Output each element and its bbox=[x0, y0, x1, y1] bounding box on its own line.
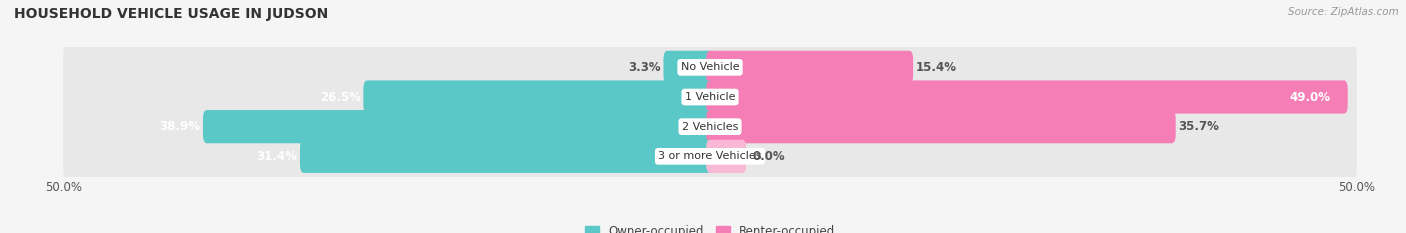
FancyBboxPatch shape bbox=[706, 51, 912, 84]
Text: 15.4%: 15.4% bbox=[915, 61, 956, 74]
FancyBboxPatch shape bbox=[63, 70, 1357, 124]
Text: 49.0%: 49.0% bbox=[1289, 90, 1331, 103]
FancyBboxPatch shape bbox=[63, 100, 1357, 154]
Text: No Vehicle: No Vehicle bbox=[681, 62, 740, 72]
Text: 0.0%: 0.0% bbox=[752, 150, 786, 163]
FancyBboxPatch shape bbox=[664, 51, 714, 84]
Text: 26.5%: 26.5% bbox=[319, 90, 361, 103]
FancyBboxPatch shape bbox=[63, 129, 1357, 183]
Text: 31.4%: 31.4% bbox=[256, 150, 298, 163]
Text: HOUSEHOLD VEHICLE USAGE IN JUDSON: HOUSEHOLD VEHICLE USAGE IN JUDSON bbox=[14, 7, 329, 21]
FancyBboxPatch shape bbox=[706, 110, 1175, 143]
Text: 3 or more Vehicles: 3 or more Vehicles bbox=[658, 151, 762, 161]
FancyBboxPatch shape bbox=[202, 110, 714, 143]
Text: 1 Vehicle: 1 Vehicle bbox=[685, 92, 735, 102]
FancyBboxPatch shape bbox=[706, 80, 1348, 114]
Text: 35.7%: 35.7% bbox=[1178, 120, 1219, 133]
Text: 3.3%: 3.3% bbox=[628, 61, 661, 74]
FancyBboxPatch shape bbox=[363, 80, 714, 114]
FancyBboxPatch shape bbox=[299, 140, 714, 173]
Text: 38.9%: 38.9% bbox=[159, 120, 201, 133]
Legend: Owner-occupied, Renter-occupied: Owner-occupied, Renter-occupied bbox=[579, 220, 841, 233]
Text: Source: ZipAtlas.com: Source: ZipAtlas.com bbox=[1288, 7, 1399, 17]
FancyBboxPatch shape bbox=[63, 40, 1357, 94]
Text: 2 Vehicles: 2 Vehicles bbox=[682, 122, 738, 132]
FancyBboxPatch shape bbox=[706, 140, 747, 173]
